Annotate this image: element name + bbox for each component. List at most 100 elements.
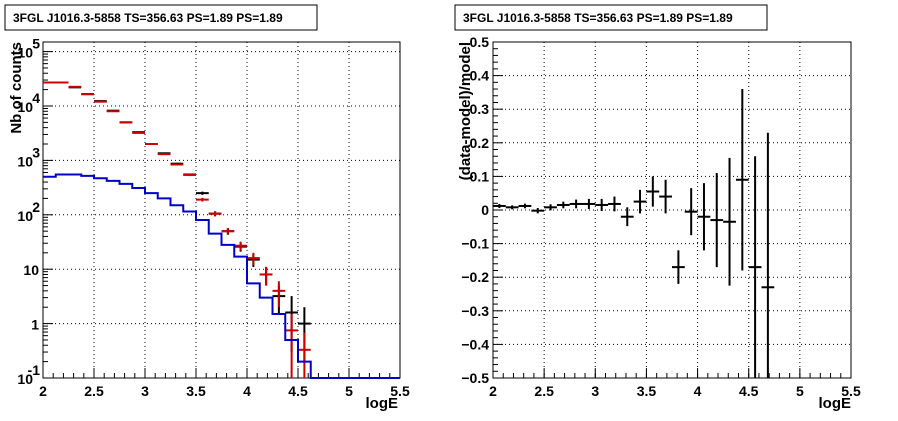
residual-point [544, 204, 557, 211]
counts-y-tick-label: 1 [31, 317, 39, 333]
counts-model-point [221, 228, 235, 235]
residual-point [697, 183, 711, 251]
counts-x-tick-label: 2 [39, 383, 47, 399]
residual-gridlines [493, 42, 851, 378]
residual-chart-panel: 3FGL J1016.3-5858 TS=356.63 PS=1.89 PS=1… [454, 4, 861, 412]
residual-point [748, 156, 762, 378]
residual-point [531, 207, 545, 214]
counts-data-point [196, 191, 209, 195]
residual-y-tick-label: −0.3 [461, 303, 489, 319]
counts-model-point [119, 121, 133, 124]
residual-point [608, 196, 621, 212]
counts-model-point [272, 281, 286, 308]
residual-point [761, 132, 775, 378]
counts-model-point [145, 143, 158, 146]
counts-chart-title: 3FGL J1016.3-5858 TS=356.63 PS=1.89 PS=1… [13, 11, 283, 25]
residual-point [633, 189, 647, 214]
counts-model-series [43, 81, 311, 378]
residual-y-tick-label: 0.2 [470, 135, 490, 151]
counts-model-point [234, 241, 247, 251]
residual-x-tick-label: 5.5 [841, 383, 861, 399]
counts-y-tick-label: 10 [23, 262, 39, 278]
counts-series [43, 81, 400, 379]
residual-y-tick-label: 0.1 [470, 168, 490, 184]
residual-x-tick-label: 2 [489, 383, 497, 399]
counts-model-point [157, 153, 171, 156]
residual-point [595, 198, 609, 212]
counts-gridlines [43, 42, 400, 378]
counts-y-axis-label: Nb of counts [8, 42, 25, 134]
counts-data-series [43, 81, 311, 362]
residual-point [556, 201, 570, 209]
counts-y-tick-label: 10 [17, 153, 33, 169]
counts-model-point [259, 266, 273, 286]
counts-model-point [196, 197, 209, 202]
residual-point [493, 203, 506, 208]
residual-residual-series [493, 89, 775, 378]
counts-x-tick-label: 2.5 [84, 383, 104, 399]
residual-point [505, 205, 519, 210]
residual-point [723, 157, 736, 286]
counts-model-point [183, 173, 196, 177]
counts-title-box [4, 4, 318, 31]
residual-point [659, 179, 672, 214]
residual-y-tick-label: −0.2 [461, 269, 489, 285]
residual-point [710, 173, 724, 268]
residual-y-tick-label: 0 [481, 202, 489, 218]
residual-x-tick-label: 5 [796, 383, 804, 399]
counts-model-point [208, 211, 222, 217]
residual-point [582, 198, 596, 209]
residual-point [569, 199, 583, 209]
residual-series [493, 89, 775, 378]
counts-x-tick-label: 3 [141, 383, 149, 399]
residual-x-tick-label: 2.5 [534, 383, 554, 399]
counts-model-point [298, 332, 311, 378]
residual-y-tick-label: 0.3 [470, 101, 490, 117]
counts-source-series [43, 173, 400, 379]
counts-model-point [68, 85, 82, 88]
residual-point [672, 250, 685, 284]
residual-x-axis-label: logE [819, 395, 852, 412]
residual-point [735, 89, 749, 271]
counts-y-tick-label: 10 [17, 208, 33, 224]
residual-x-tick-label: 4 [694, 383, 702, 399]
residual-y-tick-label: −0.5 [461, 370, 489, 386]
residual-y-tick-label: −0.4 [461, 336, 489, 352]
residual-point [620, 207, 634, 227]
counts-x-tick-label: 5.5 [390, 383, 410, 399]
counts-model-point [81, 93, 94, 96]
counts-model-point [132, 131, 145, 134]
counts-y-tick-label: 10 [17, 371, 33, 387]
counts-model-point [94, 100, 107, 103]
residual-y-axis-label: (data-model)/model [457, 42, 474, 180]
residual-x-tick-label: 3.5 [637, 383, 657, 399]
counts-x-axis-label: logE [366, 395, 399, 412]
counts-y-tick-exponent: 4 [32, 90, 40, 106]
residual-y-tick-label: −0.1 [461, 236, 489, 252]
residual-x-tick-label: 4.5 [739, 383, 759, 399]
counts-chart-panel: 3FGL J1016.3-5858 TS=356.63 PS=1.89 PS=1… [4, 4, 410, 412]
counts-model-point [285, 314, 298, 378]
counts-y-tick-label: 10 [17, 99, 33, 115]
residual-axis-ticks: 2 2.5 3 3.5 4 4.5 5 5.5 0.5 0.4 0.3 0.2 0.1 0 −0.1 −0.2… [461, 34, 861, 399]
residual-x-tick-label: 3 [591, 383, 599, 399]
counts-y-tick-exponent: -1 [28, 362, 41, 378]
counts-y-tick-label: 10 [17, 45, 33, 61]
counts-source-step-line [43, 173, 400, 379]
counts-plot-frame [42, 41, 401, 379]
counts-x-tick-label: 3.5 [186, 383, 206, 399]
counts-model-point [43, 81, 56, 84]
counts-x-tick-label: 5 [345, 383, 353, 399]
counts-y-tick-exponent: 2 [32, 199, 40, 215]
residual-title-box [454, 4, 768, 31]
counts-x-tick-label: 4 [243, 383, 251, 399]
counts-y-tick-exponent: 5 [32, 36, 40, 52]
counts-y-tick-exponent: 3 [32, 144, 40, 160]
counts-x-tick-label: 4.5 [288, 383, 308, 399]
counts-model-point [106, 110, 120, 113]
residual-point [646, 176, 660, 207]
residual-chart-title: 3FGL J1016.3-5858 TS=356.63 PS=1.89 PS=1… [463, 11, 733, 25]
counts-model-point [170, 163, 184, 166]
